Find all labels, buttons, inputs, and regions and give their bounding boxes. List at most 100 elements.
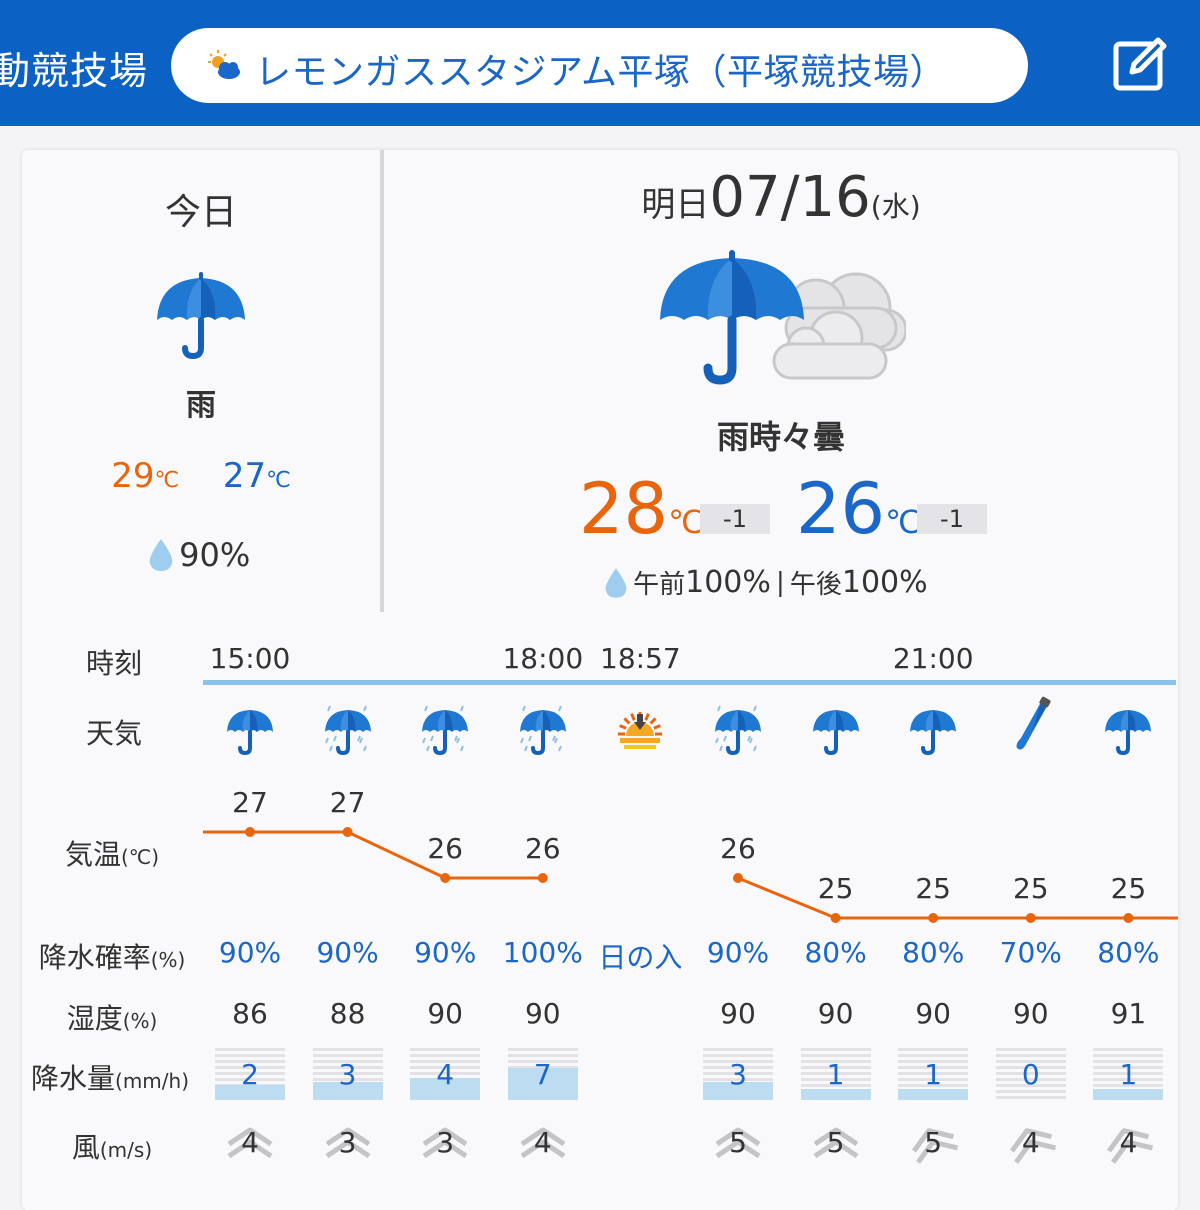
- time-label: 18:00: [502, 642, 584, 675]
- precip-separator: |: [775, 567, 785, 598]
- precip-gauge: 4: [410, 1048, 481, 1100]
- today-panel: 今日 雨 29℃ 27℃ 90%: [22, 150, 380, 612]
- partly-cloudy-icon: [208, 50, 240, 79]
- precip-value: 3: [729, 1058, 747, 1091]
- wind-value: 3: [436, 1126, 455, 1159]
- precip-gauge: 3: [312, 1048, 383, 1100]
- precip-gauge: 1: [800, 1048, 871, 1100]
- precip-value: 0: [1021, 1058, 1040, 1091]
- precip-gauge-fill: [507, 1067, 578, 1100]
- precip-value: 4: [436, 1058, 455, 1091]
- umbrella-icon: [1105, 710, 1152, 756]
- temp-value: 26: [427, 832, 463, 865]
- pop-value: 90%: [414, 936, 477, 969]
- tomorrow-precip: 午前100% | 午後100%: [604, 564, 928, 601]
- pop-value: 90%: [316, 936, 379, 969]
- precip-label: 降水量: [31, 1062, 116, 1095]
- pop-value: 80%: [902, 936, 965, 969]
- pop-value: 80%: [804, 936, 867, 969]
- row-label-humidity: 湿度(%): [12, 997, 212, 1037]
- humidity-value: 86: [232, 997, 268, 1030]
- timeline-bar: [203, 680, 1176, 685]
- temp-label: 気温: [64, 838, 121, 871]
- edit-icon[interactable]: [1110, 34, 1170, 94]
- precip-value: 7: [533, 1058, 552, 1091]
- temp-value: 25: [1110, 872, 1147, 905]
- humidity-value: 90: [427, 997, 463, 1030]
- temp-unit: ℃: [885, 503, 922, 541]
- tomorrow-high-diff: -1: [700, 504, 770, 534]
- pop-unit-label: (%): [150, 948, 186, 972]
- today-high-temp: 29: [111, 456, 155, 496]
- humidity-label: 湿度: [66, 1002, 123, 1035]
- heavy-rain-icon: [519, 705, 566, 756]
- wind-value: 5: [826, 1126, 845, 1159]
- tomorrow-date: 07/16: [709, 165, 871, 230]
- tomorrow-weather-text: 雨時々曇: [716, 418, 845, 456]
- precip-gauge-fill: [1093, 1088, 1164, 1100]
- temp-point: [342, 827, 353, 837]
- temp-line-segment: [346, 830, 446, 880]
- temp-value: 26: [524, 832, 561, 865]
- wind-value: 3: [338, 1126, 357, 1159]
- temp-point: [440, 873, 451, 883]
- temp-value: 27: [232, 786, 268, 819]
- temp-unit-label: (℃): [120, 845, 160, 869]
- precip-gauge-fill: [703, 1081, 773, 1100]
- location-search-bar[interactable]: レモンガススタジアム平塚（平塚競技場）: [171, 28, 1028, 103]
- wind-value: 4: [533, 1126, 552, 1159]
- tomorrow-high-temp-block: 28℃: [579, 468, 704, 550]
- precip-gauge-fill: [898, 1088, 969, 1100]
- pop-value: 90%: [706, 936, 770, 969]
- precip-gauge-lines: [995, 1048, 1066, 1100]
- humidity-value: 90: [524, 997, 561, 1030]
- wind-direction-icon: [227, 1127, 273, 1159]
- heavy-rain-icon: [422, 705, 469, 756]
- precip-pm-label: 午後: [789, 570, 842, 600]
- tomorrow-low-diff: -1: [917, 504, 987, 534]
- precip-am-value: 100%: [685, 565, 771, 600]
- tomorrow-weekday: (水): [870, 190, 921, 223]
- pop-value: 80%: [1097, 936, 1160, 969]
- humidity-value: 90: [915, 997, 951, 1030]
- precip-value: 3: [338, 1058, 357, 1091]
- time-label: 18:57: [600, 642, 681, 675]
- row-label-time: 時刻: [14, 642, 214, 682]
- wind-value: 4: [241, 1126, 259, 1159]
- time-label: 21:00: [892, 642, 974, 675]
- temp-point: [1123, 913, 1134, 923]
- temp-point: [733, 873, 743, 883]
- precip-value: 1: [826, 1058, 845, 1091]
- wind-label: 風: [71, 1131, 100, 1164]
- wind-direction-icon: [912, 1128, 959, 1164]
- precip-gauge: 7: [507, 1048, 578, 1100]
- wind-value: 4: [1021, 1126, 1040, 1159]
- precip-gauge-fill: [215, 1085, 285, 1100]
- precip-unit-label: (mm/h): [115, 1069, 189, 1093]
- today-precip-prob: 90%: [179, 536, 251, 574]
- temp-point: [245, 827, 255, 837]
- tomorrow-title: 明日07/16(水): [384, 165, 1178, 230]
- temp-line-segment: [737, 876, 837, 920]
- temp-point: [537, 873, 548, 883]
- row-label-weather: 天気: [14, 712, 214, 752]
- humidity-unit-label: (%): [122, 1009, 158, 1033]
- wind-value: 4: [1119, 1126, 1138, 1159]
- wind-direction-icon: [1107, 1128, 1154, 1164]
- tomorrow-high-temp: 28: [579, 468, 669, 550]
- row-label-precip: 降水量(mm/h): [10, 1057, 210, 1097]
- tomorrow-low-temp: 26: [796, 468, 886, 550]
- precip-pm-value: 100%: [841, 565, 928, 600]
- row-label-wind: 風(m/s): [12, 1126, 212, 1166]
- weather-label: 天気: [85, 717, 142, 750]
- today-temps: 29℃ 27℃: [22, 456, 380, 496]
- temp-unit: ℃: [668, 503, 705, 541]
- umbrella-icon: [227, 710, 273, 756]
- precip-gauge-fill: [800, 1088, 871, 1100]
- venue-title-partial: 動競技場: [0, 49, 149, 93]
- precip-gauge: 0: [995, 1048, 1066, 1100]
- sunset-icon: [618, 712, 663, 749]
- temp-value: 27: [329, 786, 366, 819]
- row-label-pop: 降水確率(%): [12, 936, 212, 976]
- today-weather-text: 雨: [186, 388, 216, 423]
